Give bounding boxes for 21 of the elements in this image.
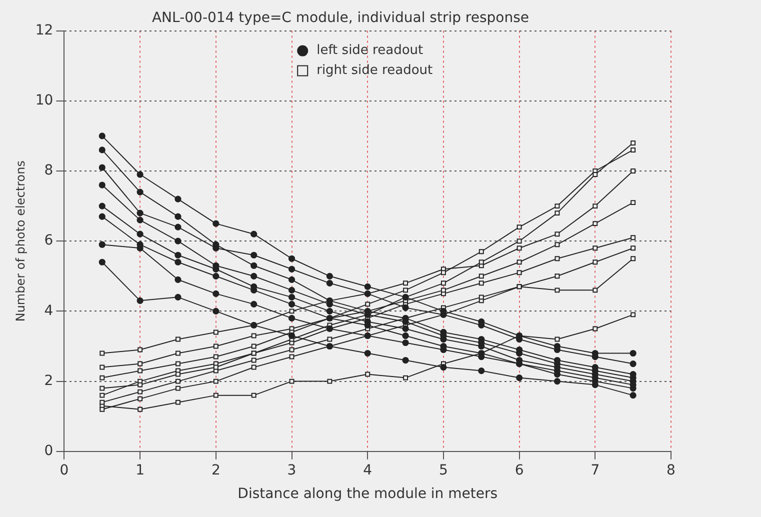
x-tick-label: 8 xyxy=(666,462,676,478)
x-tick-label: 3 xyxy=(287,462,296,478)
legend-label: left side readout xyxy=(316,43,424,58)
y-tick-label: 2 xyxy=(44,372,54,389)
y-tick-label: 4 xyxy=(44,302,54,319)
y-tick-label: 8 xyxy=(44,162,54,179)
x-tick-label: 7 xyxy=(590,462,600,478)
y-axis-title: Number of photo electrons xyxy=(13,160,28,322)
legend-label: right side readout xyxy=(316,63,433,78)
chart-title: ANL-00-014 type=C module, individual strip response xyxy=(152,10,530,26)
x-tick-label: 2 xyxy=(211,462,220,478)
x-tick-label: 0 xyxy=(60,462,69,478)
x-tick-label: 6 xyxy=(514,462,524,478)
y-tick-label: 12 xyxy=(35,22,54,38)
x-tick-label: 5 xyxy=(438,462,448,478)
y-tick-label: 10 xyxy=(35,92,54,109)
y-tick-label: 6 xyxy=(44,232,54,249)
x-tick-label: 1 xyxy=(136,462,145,478)
x-axis-title: Distance along the module in meters xyxy=(238,486,498,502)
x-tick-label: 4 xyxy=(363,462,372,478)
y-tick-label: 0 xyxy=(44,443,54,460)
